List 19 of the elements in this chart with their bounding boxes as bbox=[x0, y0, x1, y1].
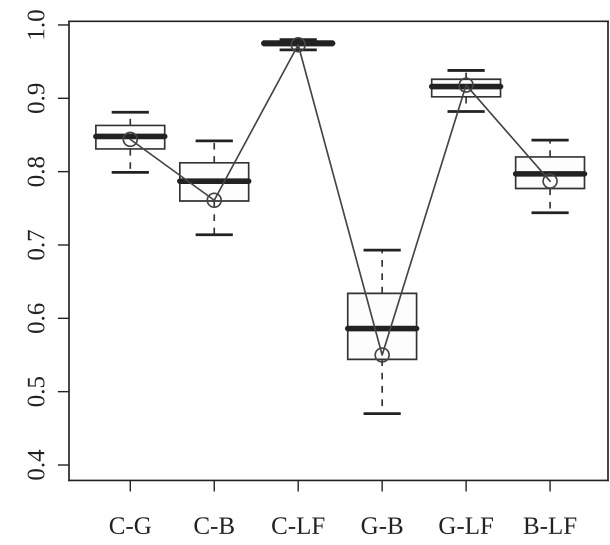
y-tick-label: 0.9 bbox=[28, 84, 45, 113]
y-tick-label: 0.6 bbox=[28, 303, 45, 333]
x-tick-label: G-B bbox=[362, 517, 402, 534]
point bbox=[458, 77, 474, 93]
y-tick-label: 0.4 bbox=[28, 450, 45, 480]
y-tick-label: 0.7 bbox=[28, 230, 45, 260]
x-tick-label: B-LF bbox=[524, 517, 576, 534]
y-tick-label: 1.0 bbox=[28, 10, 45, 38]
y-tick-label: 0.8 bbox=[28, 156, 45, 186]
point bbox=[542, 173, 558, 189]
point bbox=[122, 132, 138, 148]
point bbox=[290, 36, 306, 53]
x-tick-label: C-LF bbox=[272, 517, 324, 534]
y-tick-label: 0.5 bbox=[28, 377, 45, 406]
x-tick-label: C-G bbox=[110, 517, 152, 534]
point bbox=[206, 192, 222, 208]
point bbox=[374, 347, 390, 363]
x-tick-label: G-LF bbox=[439, 517, 493, 534]
x-tick-label: C-B bbox=[194, 517, 234, 534]
